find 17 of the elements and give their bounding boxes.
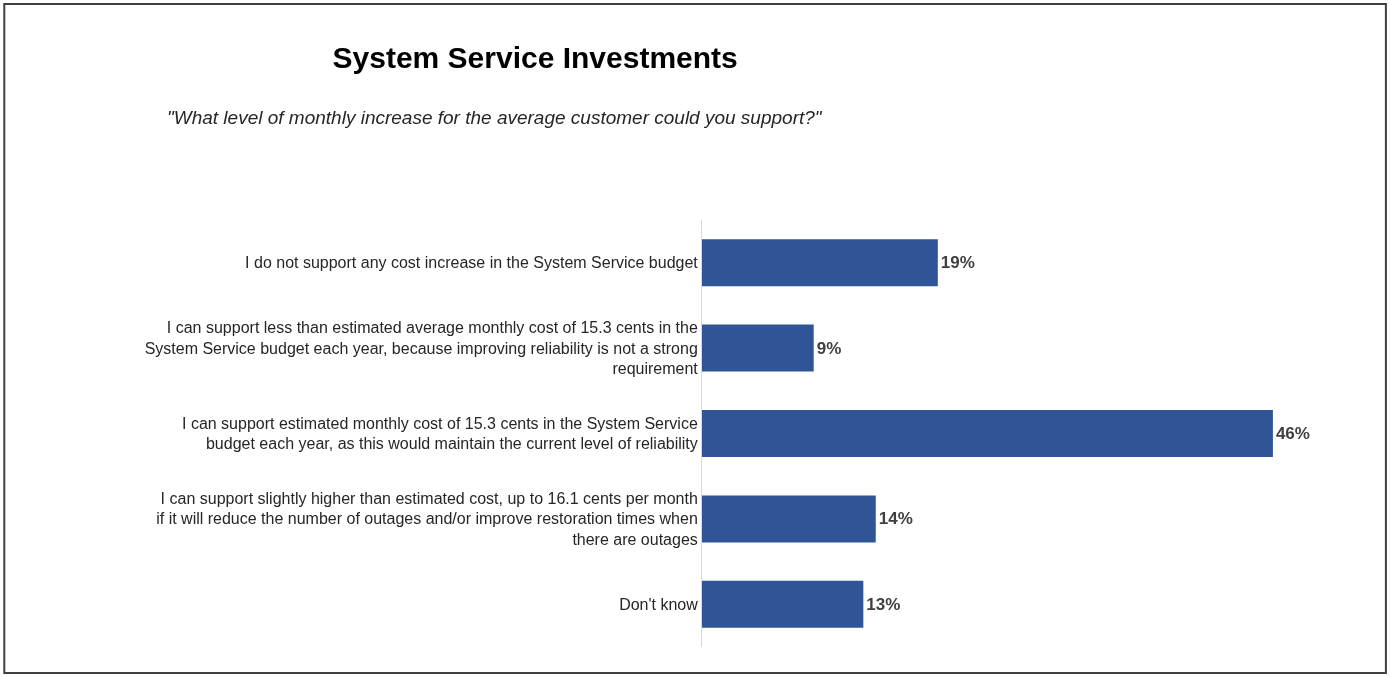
data-label: 9% xyxy=(816,338,842,358)
data-label: 13% xyxy=(866,594,901,614)
bar xyxy=(702,239,938,287)
bar xyxy=(702,410,1273,457)
bar xyxy=(702,580,864,628)
chart-title: System Service Investments xyxy=(332,41,738,75)
y-tick-label: I can support estimated monthly cost of 15.3 cents in the System Service budget each year, as this would maintain the current level of reliability xyxy=(181,414,698,453)
y-tick-label: I can support less than estimated average monthly cost of 15.3 cents in the System Service budget each year, because improving reliability is not a strong requirement xyxy=(144,318,699,378)
data-label: 14% xyxy=(878,509,913,529)
data-label: 19% xyxy=(940,253,975,273)
bar xyxy=(702,324,814,372)
bar xyxy=(702,495,876,543)
y-tick-label: Don't know xyxy=(619,595,699,613)
y-tick-label: I do not support any cost increase in the System Service budget xyxy=(245,254,699,272)
data-label: 46% xyxy=(1275,424,1310,444)
y-tick-label: I can support slightly higher than estimated cost, up to 16.1 cents per month if it will reduce the number of outages and/or improve restoration times when there are outages xyxy=(156,489,698,549)
text: "What level of monthly increase for the average customer could you support?" xyxy=(167,107,823,128)
